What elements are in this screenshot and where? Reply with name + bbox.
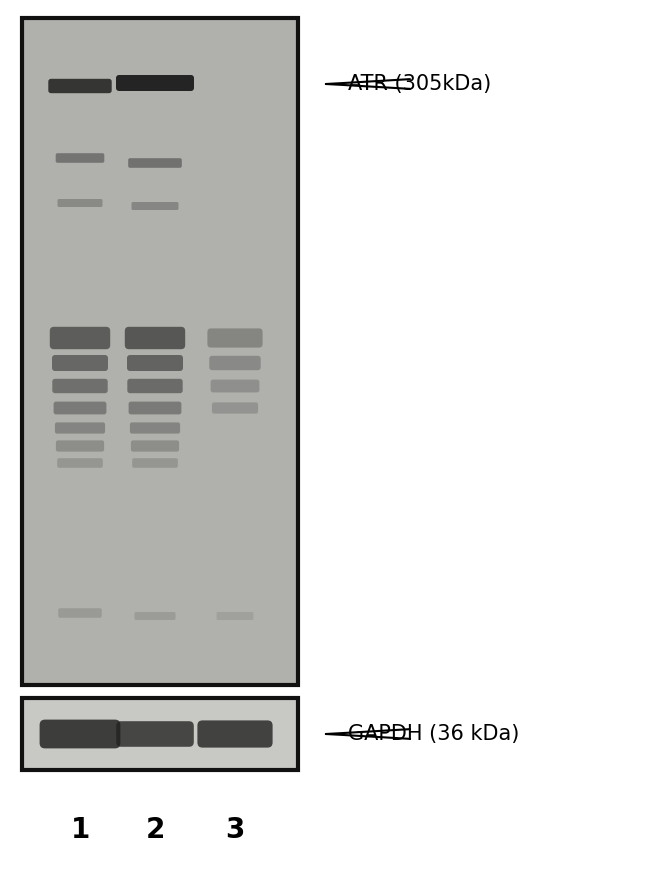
Text: GAPDH (36 kDa): GAPDH (36 kDa)	[348, 724, 519, 744]
FancyBboxPatch shape	[53, 402, 107, 415]
FancyBboxPatch shape	[52, 379, 108, 393]
FancyBboxPatch shape	[48, 79, 112, 94]
FancyBboxPatch shape	[209, 356, 261, 370]
FancyBboxPatch shape	[132, 458, 178, 468]
FancyBboxPatch shape	[116, 721, 194, 746]
Bar	[22, 698, 298, 770]
FancyBboxPatch shape	[131, 440, 179, 452]
FancyBboxPatch shape	[135, 612, 176, 620]
FancyBboxPatch shape	[116, 75, 194, 91]
Text: ATR (305kDa): ATR (305kDa)	[348, 74, 491, 94]
Text: 2: 2	[146, 816, 164, 844]
FancyBboxPatch shape	[212, 402, 258, 414]
FancyBboxPatch shape	[127, 379, 183, 393]
Text: 1: 1	[70, 816, 90, 844]
FancyBboxPatch shape	[57, 199, 103, 207]
FancyBboxPatch shape	[58, 608, 102, 618]
Text: 3: 3	[226, 816, 244, 844]
FancyBboxPatch shape	[129, 402, 181, 415]
FancyBboxPatch shape	[50, 326, 110, 349]
FancyBboxPatch shape	[207, 328, 263, 347]
FancyBboxPatch shape	[125, 326, 185, 349]
FancyBboxPatch shape	[127, 355, 183, 371]
FancyBboxPatch shape	[57, 458, 103, 468]
FancyBboxPatch shape	[131, 202, 179, 210]
FancyBboxPatch shape	[128, 158, 182, 168]
FancyBboxPatch shape	[216, 612, 254, 620]
FancyBboxPatch shape	[198, 720, 272, 747]
FancyBboxPatch shape	[55, 423, 105, 434]
FancyBboxPatch shape	[211, 380, 259, 392]
FancyBboxPatch shape	[56, 153, 104, 163]
FancyBboxPatch shape	[40, 719, 120, 748]
Bar	[22, 18, 298, 685]
FancyBboxPatch shape	[130, 423, 180, 434]
FancyBboxPatch shape	[52, 355, 108, 371]
FancyBboxPatch shape	[56, 440, 104, 452]
